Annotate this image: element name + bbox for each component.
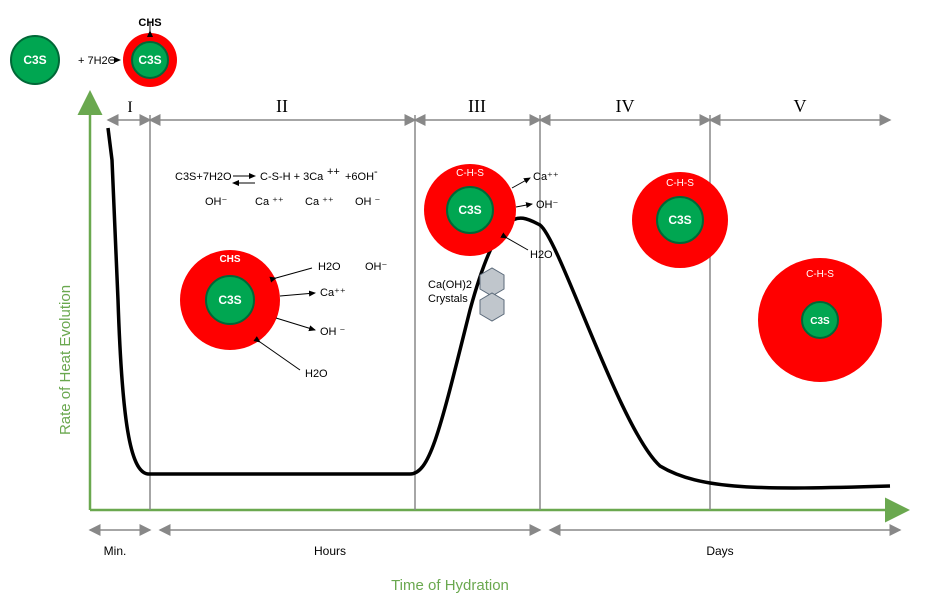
svg-text:C-H-S: C-H-S: [456, 168, 484, 179]
svg-text:C-H-S: C-H-S: [806, 269, 834, 280]
svg-text:OH⁻: OH⁻: [205, 196, 228, 208]
svg-text:++: ++: [327, 166, 340, 178]
stage5-particle: C3S C-H-S: [758, 258, 882, 382]
svg-text:Ca ⁺⁺: Ca ⁺⁺: [255, 196, 284, 208]
svg-text:Ca ⁺⁺: Ca ⁺⁺: [305, 196, 334, 208]
crystals: Ca(OH)2 Crystals: [428, 268, 504, 321]
plus-7h2o: + 7H2O: [78, 55, 117, 67]
svg-text:Ca⁺⁺: Ca⁺⁺: [533, 171, 559, 183]
time-label-days: Days: [706, 544, 733, 558]
x-axis-label: Time of Hydration: [391, 577, 509, 594]
stage-label-5: V: [794, 96, 807, 116]
svg-text:Ca⁺⁺: Ca⁺⁺: [320, 287, 346, 299]
c3s-core-label: C3S: [138, 53, 161, 67]
stage-label-2: II: [276, 96, 288, 116]
svg-text:-: -: [374, 166, 378, 178]
svg-text:OH⁻: OH⁻: [365, 261, 388, 273]
svg-text:OH ⁻: OH ⁻: [320, 326, 346, 338]
stage-label-3: III: [468, 96, 486, 116]
svg-text:C3S: C3S: [218, 293, 241, 307]
svg-text:OH ⁻: OH ⁻: [355, 196, 381, 208]
time-label-hours: Hours: [314, 544, 346, 558]
svg-text:CHS: CHS: [219, 254, 240, 265]
svg-text:C3S: C3S: [668, 213, 691, 227]
c3s-label: C3S: [23, 53, 46, 67]
hydration-diagram: Rate of Heat Evolution Time of Hydration…: [0, 0, 930, 610]
svg-text:C-S-H + 3Ca: C-S-H + 3Ca: [260, 171, 324, 183]
svg-text:OH⁻: OH⁻: [536, 199, 559, 211]
svg-text:C3S: C3S: [810, 316, 830, 327]
stage2-reaction-text: C3S+7H2O C-S-H + 3Ca ++ +6OH - OH⁻ Ca ⁺⁺…: [175, 166, 381, 208]
stage-label-1: I: [127, 99, 132, 116]
svg-text:C3S+7H2O: C3S+7H2O: [175, 171, 232, 183]
stage-label-4: IV: [616, 96, 635, 116]
svg-text:Ca(OH)2: Ca(OH)2: [428, 279, 472, 291]
svg-text:C3S: C3S: [458, 203, 481, 217]
svg-text:+6OH: +6OH: [345, 171, 374, 183]
svg-text:H2O: H2O: [318, 261, 341, 273]
time-label-min: Min.: [104, 544, 127, 558]
svg-text:Crystals: Crystals: [428, 293, 468, 305]
svg-text:C-H-S: C-H-S: [666, 178, 694, 189]
stage3-particle: C3S C-H-S Ca⁺⁺ OH⁻ H2O: [424, 164, 559, 261]
svg-text:H2O: H2O: [305, 368, 328, 380]
stage2-particle: C3S CHS H2O OH⁻ Ca⁺⁺ OH ⁻ H2O: [180, 250, 388, 380]
svg-text:H2O: H2O: [530, 249, 553, 261]
top-reaction: C3S + 7H2O C3S CHS: [11, 17, 177, 87]
stage4-particle: C3S C-H-S: [632, 172, 728, 268]
y-axis-label: Rate of Heat Evolution: [57, 285, 74, 435]
